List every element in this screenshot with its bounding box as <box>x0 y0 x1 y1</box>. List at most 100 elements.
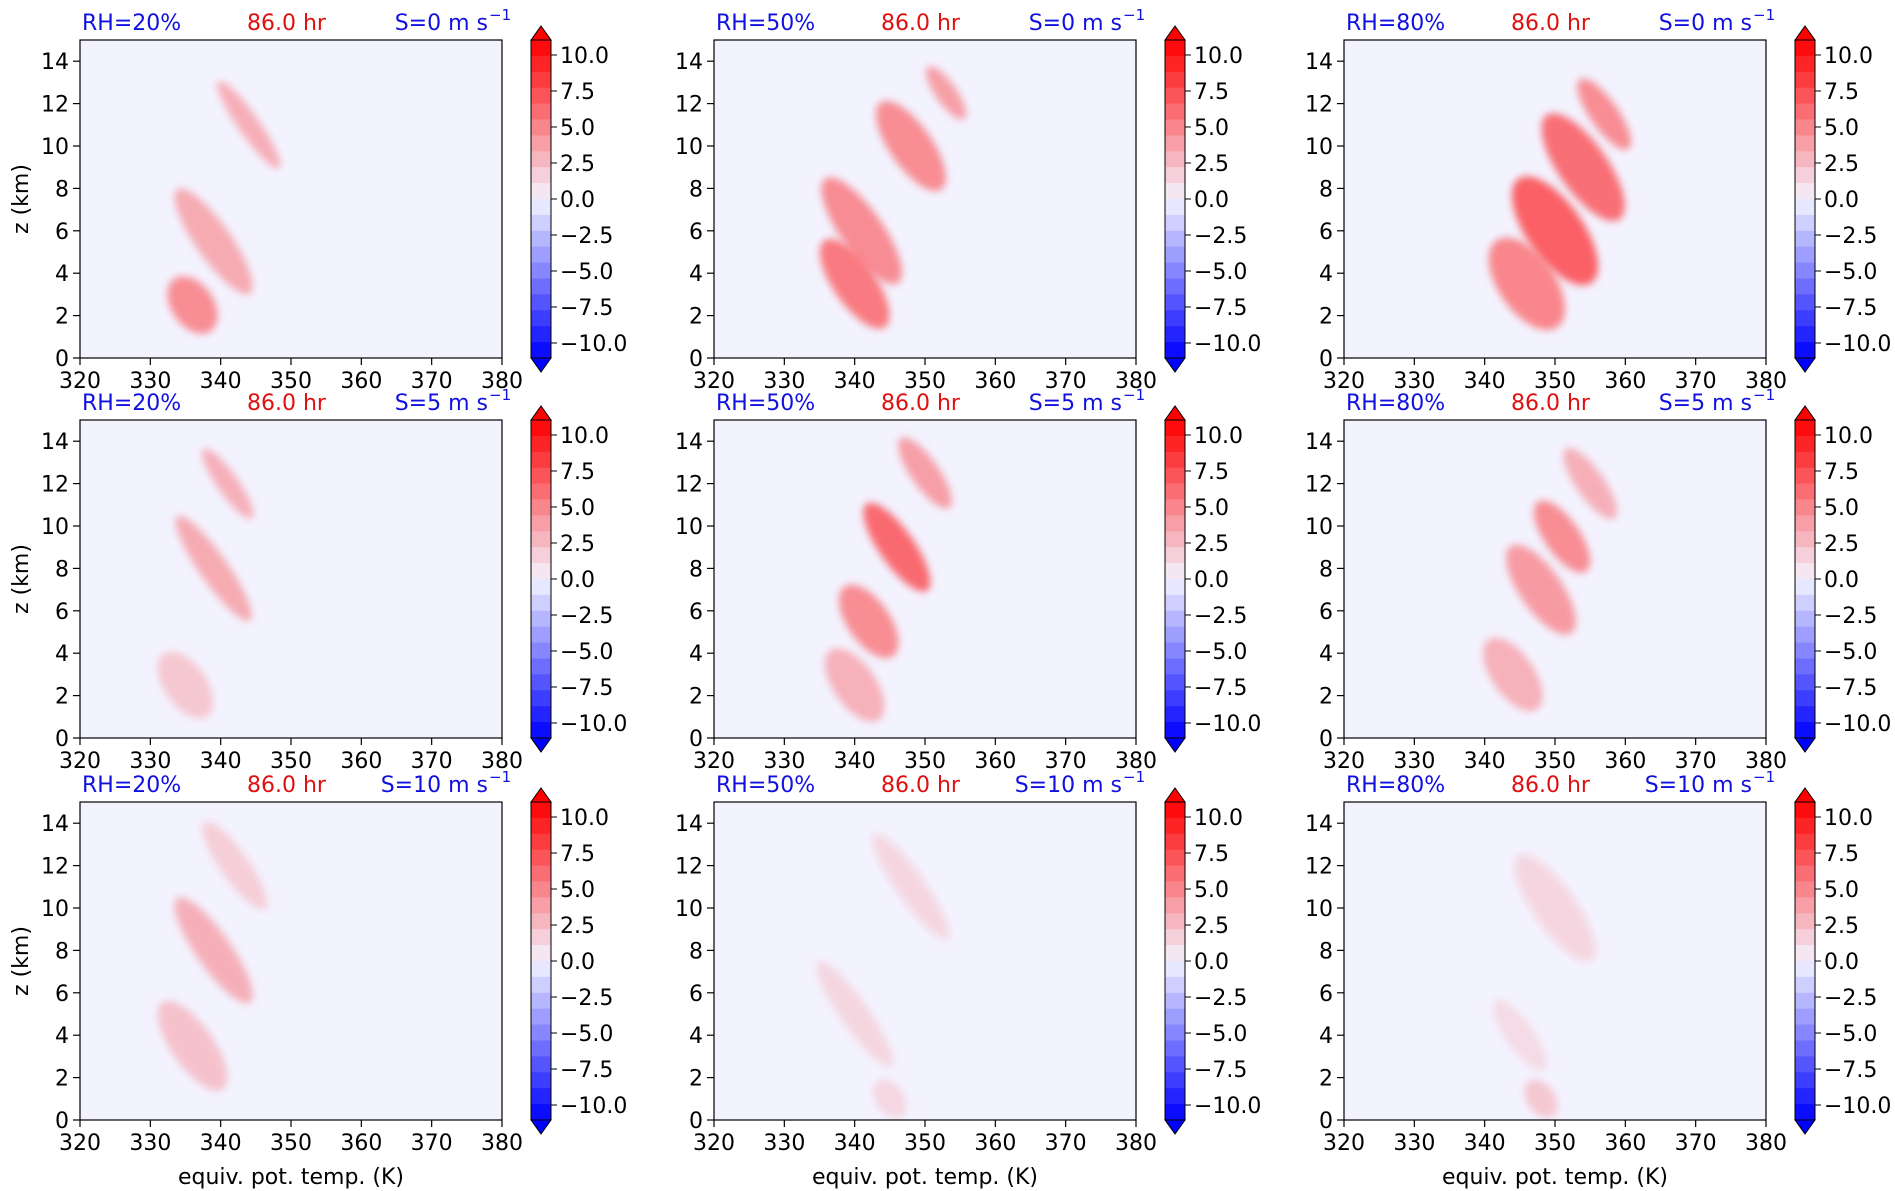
colorbar-segment <box>1795 1024 1815 1041</box>
positive-anomaly-2 <box>1505 544 1576 635</box>
colorbar-tick-label: −10.0 <box>560 332 627 357</box>
rh-label: RH=50% <box>716 391 815 416</box>
y-tick-label: 10 <box>41 515 69 540</box>
colorbar-tick-label: −2.5 <box>1194 224 1247 249</box>
x-tick-label: 360 <box>1604 749 1646 774</box>
panel-r2-c1: 320 330 340 350 360 370 380 0 2 4 6 8 10 12 14 RH=20% 86… <box>9 386 627 774</box>
colorbar-tick-label: −2.5 <box>1824 986 1877 1011</box>
colorbar-tick-label: 5.0 <box>1824 496 1859 521</box>
positive-anomaly-3 <box>875 100 946 192</box>
colorbar-tick-label: 5.0 <box>1194 496 1229 521</box>
colorbar-tick-label: 10.0 <box>1194 44 1243 69</box>
colorbar-tick-label: 7.5 <box>560 842 595 867</box>
y-tick-label: 14 <box>41 50 69 75</box>
x-tick-label: 340 <box>1464 369 1506 394</box>
colorbar-segment <box>1795 151 1815 168</box>
colorbar-segment <box>1165 451 1185 469</box>
colorbar-tick-label: −7.5 <box>1194 1058 1247 1083</box>
colorbar-segment <box>1795 658 1815 675</box>
colorbar-segment <box>531 167 551 184</box>
colorbar-segment <box>1795 897 1815 914</box>
colorbar-extend-min <box>530 737 552 753</box>
shear-label: S=0 m s <box>1029 11 1122 36</box>
time-label: 86.0 hr <box>1511 391 1591 416</box>
x-axis-label: equiv. pot. temp. (K) <box>1442 1165 1668 1190</box>
time-label: 86.0 hr <box>881 773 961 798</box>
x-tick-label: 320 <box>1323 369 1365 394</box>
x-tick-label: 340 <box>200 749 242 774</box>
y-tick-label: 6 <box>689 220 703 245</box>
colorbar-segment <box>531 1072 551 1089</box>
y-tick-label: 10 <box>675 515 703 540</box>
colorbar-segment <box>1795 674 1815 691</box>
colorbar-tick-label: 7.5 <box>1194 80 1229 105</box>
colorbar-segment <box>531 1104 551 1121</box>
positive-anomaly-3 <box>872 834 950 940</box>
colorbar-segment <box>1165 1056 1185 1073</box>
y-tick-label: 0 <box>1319 727 1333 752</box>
colorbar-segment <box>1165 262 1185 279</box>
colorbar-segment <box>531 499 551 516</box>
x-tick-label: 320 <box>1323 749 1365 774</box>
y-tick-label: 4 <box>55 642 69 667</box>
colorbar: 10.0 7.5 5.0 2.5 0.0 −2.5 −5.0 −7.5 −10.0 <box>530 405 627 753</box>
positive-anomaly-4 <box>1563 447 1618 520</box>
colorbar-segment <box>1165 278 1185 295</box>
colorbar-segment <box>531 119 551 136</box>
colorbar-segment <box>531 1040 551 1057</box>
colorbar-segment <box>1165 326 1185 343</box>
y-tick-label: 6 <box>55 982 69 1007</box>
colorbar-segment <box>1795 833 1815 851</box>
colorbar-tick-label: 2.5 <box>560 532 595 557</box>
y-tick-label: 2 <box>55 685 69 710</box>
colorbar-segment <box>1165 183 1185 200</box>
colorbar-segment <box>1165 897 1185 914</box>
shear-label: S=5 m s <box>1659 391 1752 416</box>
colorbar-segment <box>1795 1056 1815 1073</box>
colorbar-segment <box>531 547 551 564</box>
colorbar-tick-label: −5.0 <box>560 640 613 665</box>
anomaly-field <box>1482 447 1618 712</box>
colorbar-segment <box>1795 230 1815 248</box>
colorbar-segment <box>531 881 551 898</box>
colorbar-segment <box>1795 294 1815 311</box>
colorbar-segment <box>1795 865 1815 882</box>
x-tick-label: 340 <box>1464 749 1506 774</box>
rh-label: RH=80% <box>1346 11 1445 36</box>
colorbar-tick-label: −10.0 <box>560 1094 627 1119</box>
colorbar-segment <box>1165 167 1185 184</box>
colorbar-segment <box>1795 563 1815 580</box>
colorbar-tick-label: −7.5 <box>560 676 613 701</box>
time-label: 86.0 hr <box>881 391 961 416</box>
colorbar-segment <box>1795 579 1815 596</box>
anomaly-field <box>167 80 281 334</box>
x-tick-label: 380 <box>1115 749 1157 774</box>
colorbar-segment <box>531 1056 551 1073</box>
colorbar-segment <box>1795 135 1815 152</box>
anomaly-field <box>816 834 950 1118</box>
colorbar-tick-label: −7.5 <box>1194 676 1247 701</box>
positive-anomaly-2 <box>174 897 253 1004</box>
colorbar-segment <box>1165 87 1185 105</box>
colorbar-segment <box>531 214 551 232</box>
colorbar-tick-label: 5.0 <box>1194 878 1229 903</box>
colorbar-segment <box>531 992 551 1010</box>
x-tick-label: 380 <box>481 749 523 774</box>
y-tick-label: 2 <box>1319 685 1333 710</box>
colorbar-tick-label: −5.0 <box>560 1022 613 1047</box>
colorbar-extend-min <box>1794 1119 1816 1135</box>
y-tick-label: 12 <box>1305 93 1333 118</box>
colorbar-segment <box>531 929 551 946</box>
x-tick-label: 340 <box>834 369 876 394</box>
x-tick-label: 380 <box>1745 1131 1787 1156</box>
colorbar-tick-label: −7.5 <box>1194 296 1247 321</box>
colorbar-tick-label: −5.0 <box>1824 1022 1877 1047</box>
x-tick-label: 370 <box>411 369 453 394</box>
colorbar-segment <box>1795 547 1815 564</box>
colorbar-segment <box>1795 642 1815 659</box>
y-tick-label: 14 <box>1305 50 1333 75</box>
y-tick-label: 0 <box>1319 1109 1333 1134</box>
shear-exponent: −1 <box>489 6 511 24</box>
x-tick-label: 360 <box>974 749 1016 774</box>
colorbar-tick-label: −5.0 <box>560 260 613 285</box>
